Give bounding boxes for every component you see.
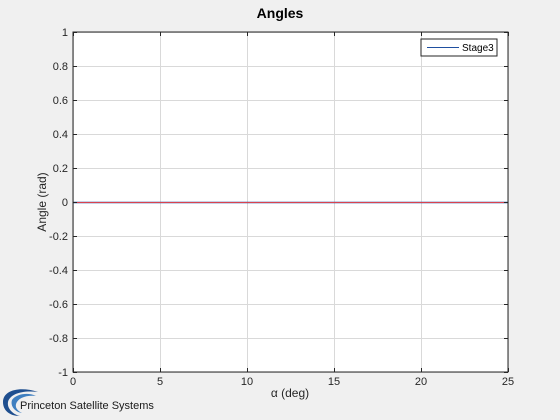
company-logo: Princeton Satellite Systems bbox=[3, 389, 154, 416]
x-tick-label: 20 bbox=[415, 376, 427, 388]
tick-marks bbox=[73, 32, 509, 373]
x-tick-labels: 0 5 10 15 20 25 bbox=[70, 376, 514, 388]
plot-area: 0 5 10 15 20 25 -1 -0.8 -0.6 -0.4 -0.2 0 0.2 0.4 0.6 0… bbox=[49, 27, 514, 388]
y-tick-label: 0.4 bbox=[53, 129, 68, 141]
x-axis-label: α (deg) bbox=[271, 386, 309, 400]
pss-swoosh-logo-icon bbox=[3, 389, 38, 416]
x-tick-label: 15 bbox=[328, 376, 340, 388]
x-tick-label: 10 bbox=[241, 376, 253, 388]
y-tick-label: -0.2 bbox=[49, 231, 68, 243]
y-tick-label: -0.6 bbox=[49, 299, 68, 311]
y-tick-label: 1 bbox=[62, 27, 68, 39]
y-axis-label: Angle (rad) bbox=[35, 172, 49, 231]
y-tick-label: 0.6 bbox=[53, 95, 68, 107]
chart-title: Angles bbox=[257, 5, 304, 21]
x-tick-label: 0 bbox=[70, 376, 76, 388]
y-tick-label: -0.8 bbox=[49, 333, 68, 345]
x-tick-label: 25 bbox=[502, 376, 514, 388]
y-tick-label: -0.4 bbox=[49, 265, 68, 277]
company-logo-text: Princeton Satellite Systems bbox=[20, 400, 154, 412]
y-tick-label: 0.8 bbox=[53, 61, 68, 73]
y-tick-label: -1 bbox=[58, 367, 68, 379]
x-tick-label: 5 bbox=[157, 376, 163, 388]
legend-label-stage3: Stage3 bbox=[462, 43, 494, 54]
legend: Stage3 bbox=[420, 38, 498, 57]
y-tick-label: 0.2 bbox=[53, 163, 68, 175]
y-tick-label: 0 bbox=[62, 197, 68, 209]
y-tick-labels: -1 -0.8 -0.6 -0.4 -0.2 0 0.2 0.4 0.6 0.8 1 bbox=[49, 27, 68, 379]
